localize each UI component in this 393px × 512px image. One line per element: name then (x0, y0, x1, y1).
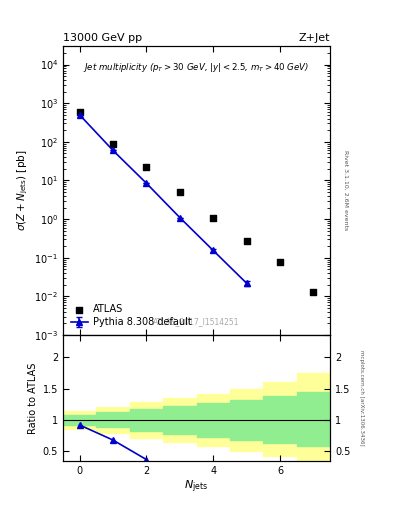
ATLAS (143, 163, 150, 172)
Text: Z+Jet: Z+Jet (299, 33, 330, 42)
Text: ATLAS_2017_I1514251: ATLAS_2017_I1514251 (153, 317, 240, 327)
ATLAS (210, 214, 217, 222)
Y-axis label: Ratio to ATLAS: Ratio to ATLAS (28, 362, 39, 434)
ATLAS (310, 288, 317, 296)
ATLAS (177, 188, 183, 196)
Text: Jet multiplicity ($p_T > 30$ GeV, $|y| < 2.5$, $m_T > 40$ GeV): Jet multiplicity ($p_T > 30$ GeV, $|y| <… (83, 60, 310, 74)
Legend: ATLAS, Pythia 8.308 default: ATLAS, Pythia 8.308 default (68, 302, 195, 330)
Y-axis label: mcplots.cern.ch [arXiv:1306.3436]: mcplots.cern.ch [arXiv:1306.3436] (359, 350, 364, 446)
Y-axis label: Rivet 3.1.10, 2.6M events: Rivet 3.1.10, 2.6M events (343, 151, 348, 231)
ATLAS (110, 139, 116, 147)
ATLAS (244, 237, 250, 245)
ATLAS (77, 108, 83, 116)
ATLAS (277, 258, 283, 266)
Text: 13000 GeV pp: 13000 GeV pp (63, 33, 142, 42)
X-axis label: $N_{\mathrm{jets}}$: $N_{\mathrm{jets}}$ (184, 478, 209, 495)
Y-axis label: $\sigma(Z + N_{\mathrm{jets}})$ [pb]: $\sigma(Z + N_{\mathrm{jets}})$ [pb] (15, 150, 30, 231)
